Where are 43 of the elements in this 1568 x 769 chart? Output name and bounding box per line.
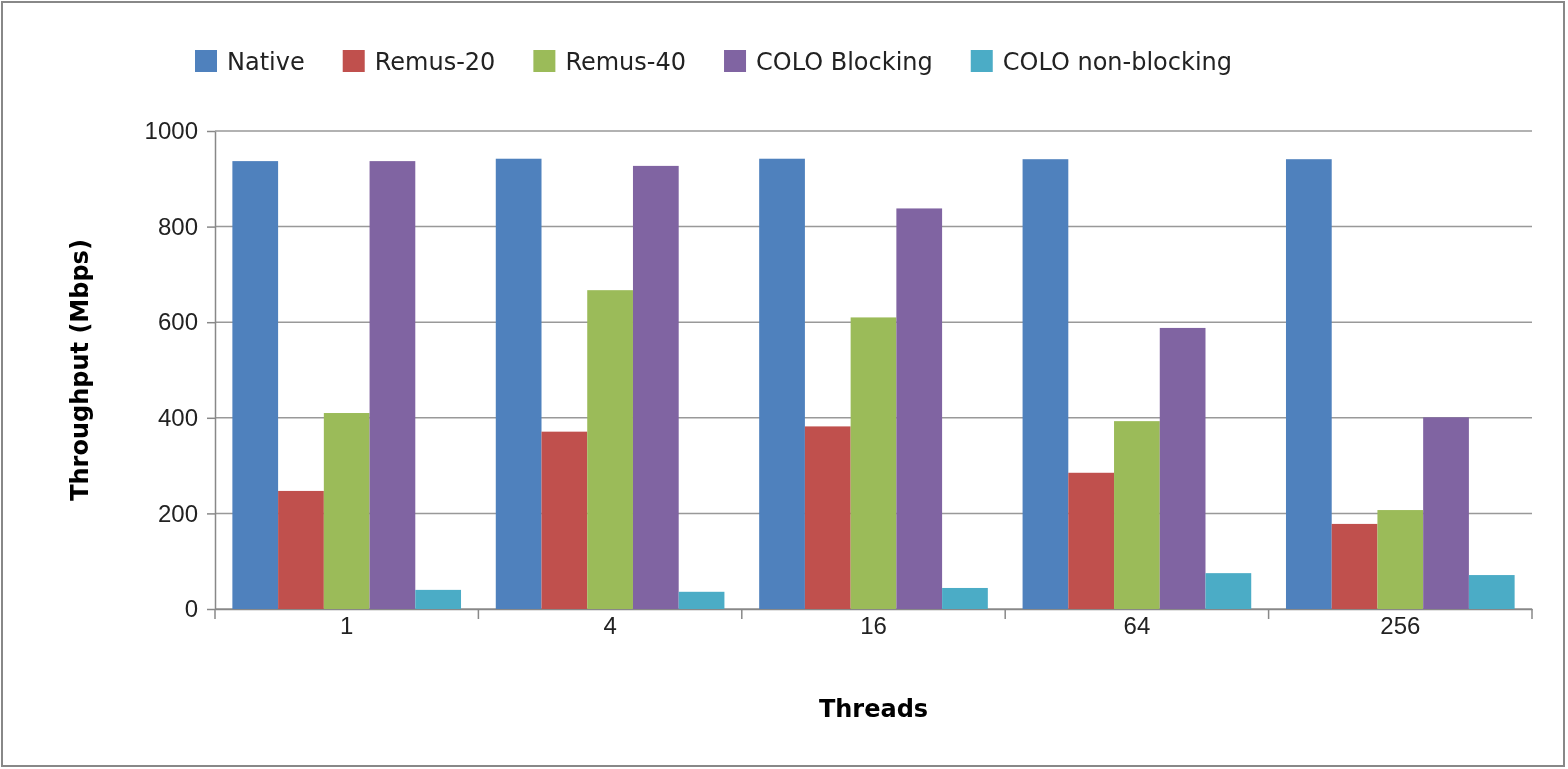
- bar: [415, 589, 462, 609]
- bar: [232, 161, 279, 609]
- x-tick-label: 16: [860, 612, 887, 639]
- legend-label: Remus-40: [565, 48, 687, 76]
- bar: [942, 587, 988, 609]
- bar: [587, 290, 633, 609]
- legend-label: Native: [227, 48, 305, 76]
- bar: [1377, 510, 1424, 609]
- bar: [804, 426, 851, 609]
- y-tick-label: 800: [157, 212, 198, 240]
- bar: [278, 490, 324, 609]
- y-tick-label: 0: [184, 595, 198, 623]
- x-tick-label: 64: [1123, 612, 1151, 639]
- x-tick-label: 1: [340, 612, 354, 639]
- bar: [1114, 421, 1160, 609]
- y-tick-label: 200: [157, 499, 198, 527]
- bar: [632, 165, 679, 609]
- bar: [1285, 159, 1332, 609]
- x-tick-label: 4: [603, 612, 617, 639]
- bar: [1423, 417, 1469, 609]
- bar: [1205, 573, 1252, 609]
- x-tick-label: 256: [1380, 612, 1421, 639]
- x-axis-title: Threads: [818, 695, 929, 723]
- y-axis-title: Throughput (Mbps): [66, 239, 94, 501]
- bar: [1468, 575, 1515, 609]
- bar: [1022, 159, 1069, 609]
- bar: [759, 158, 805, 609]
- bar: [850, 317, 897, 609]
- y-tick-label: 600: [157, 308, 198, 336]
- legend-label: COLO non-blocking: [1002, 48, 1232, 76]
- bar: [1331, 523, 1378, 609]
- bar: [541, 431, 588, 609]
- bar: [1068, 472, 1115, 609]
- bar: [1159, 327, 1206, 609]
- legend-label: Remus-20: [374, 48, 496, 76]
- y-tick-label: 1000: [144, 117, 198, 145]
- legend-label: COLO Blocking: [756, 48, 933, 76]
- bar: [678, 591, 725, 609]
- bar: [495, 158, 542, 609]
- bar: [323, 413, 370, 609]
- y-tick-label: 400: [157, 403, 198, 431]
- bar: [896, 208, 943, 609]
- bar: [369, 161, 416, 609]
